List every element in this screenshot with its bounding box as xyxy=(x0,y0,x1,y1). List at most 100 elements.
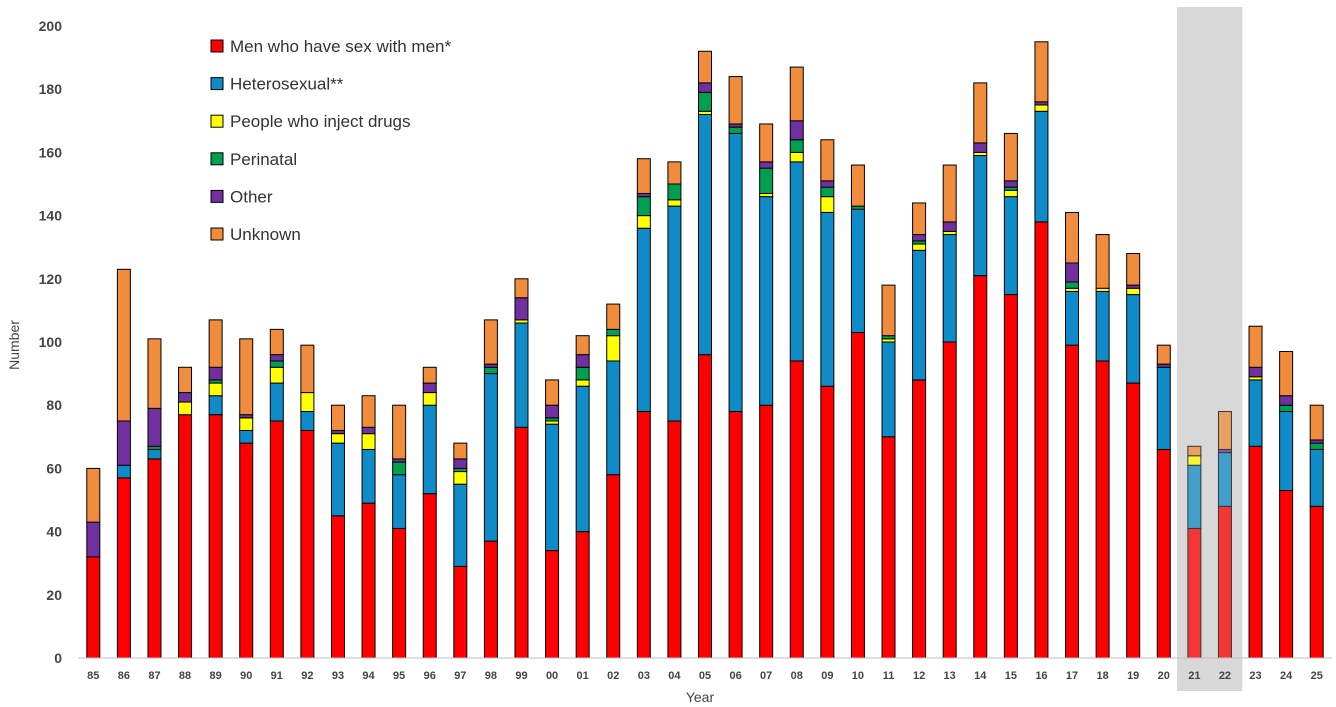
bar-segment xyxy=(667,161,682,185)
x-tick-label: 85 xyxy=(87,670,99,682)
bar-segment xyxy=(1156,344,1171,365)
legend-label: Unknown xyxy=(230,225,301,244)
bar-segment xyxy=(1095,360,1110,659)
bar-segment xyxy=(1034,104,1049,112)
bar-segment xyxy=(422,366,437,384)
bar-segment xyxy=(1248,325,1263,368)
legend-swatch xyxy=(210,189,224,203)
bar-segment xyxy=(269,382,284,422)
bar-segment xyxy=(698,50,712,84)
bar-segment xyxy=(759,404,774,659)
x-tick-label: 05 xyxy=(699,670,711,682)
bar-segment xyxy=(422,404,437,495)
bar-segment xyxy=(483,366,498,375)
x-tick-label: 02 xyxy=(607,670,619,682)
x-tick-label: 98 xyxy=(485,670,497,682)
bar-segment xyxy=(973,155,988,277)
bar-segment xyxy=(208,319,223,368)
bar-segment xyxy=(606,335,621,362)
bar-segment xyxy=(1034,41,1049,103)
bar-segment xyxy=(239,442,254,659)
bar-segment xyxy=(575,379,590,387)
x-tick-label: 25 xyxy=(1311,670,1323,682)
bar-segment xyxy=(912,243,927,251)
bar-segment xyxy=(820,139,835,182)
x-tick-label: 14 xyxy=(974,670,987,682)
bar-segment xyxy=(606,328,621,337)
bar-segment xyxy=(116,268,131,422)
bar-segment xyxy=(1309,448,1324,507)
bar-segment xyxy=(361,426,376,435)
bar-segment xyxy=(514,297,529,321)
legend-label: Perinatal xyxy=(230,150,297,169)
bar-segment xyxy=(1003,294,1018,659)
y-tick-label: 200 xyxy=(39,18,63,34)
bar-segment xyxy=(1156,448,1171,659)
x-tick-label: 24 xyxy=(1280,670,1293,682)
bar-segment xyxy=(728,132,743,413)
bar-segment xyxy=(942,164,957,223)
bar-segment xyxy=(789,66,804,122)
bar-segment xyxy=(483,319,498,365)
legend-swatch xyxy=(210,39,224,53)
bar-segment xyxy=(1279,404,1294,413)
bar-segment xyxy=(1034,221,1049,659)
bar-segment xyxy=(698,354,712,659)
bar-segment xyxy=(483,540,498,659)
x-tick-label: 99 xyxy=(515,670,527,682)
bar-segment xyxy=(361,502,376,659)
legend-label: Men who have sex with men* xyxy=(230,37,451,56)
bar-segment xyxy=(1279,350,1294,397)
y-tick-label: 0 xyxy=(54,650,62,666)
x-tick-label: 97 xyxy=(454,670,466,682)
bar-segment xyxy=(881,284,896,337)
bar-segment xyxy=(881,436,896,659)
bar-segment xyxy=(881,341,896,438)
bar-segment xyxy=(728,411,743,659)
bar-segment xyxy=(361,448,376,504)
bar-segment xyxy=(973,275,988,659)
bar-segment xyxy=(1095,234,1110,289)
bar-segment xyxy=(1065,290,1080,346)
x-tick-label: 15 xyxy=(1005,670,1017,682)
x-tick-label: 96 xyxy=(424,670,436,682)
bar-segment xyxy=(269,328,284,356)
bar-segment xyxy=(545,379,560,406)
legend-swatch xyxy=(210,77,224,91)
y-tick-label: 120 xyxy=(39,271,63,287)
legend-label: Heterosexual** xyxy=(230,75,344,94)
bar-segment xyxy=(1217,411,1232,450)
bar-segment xyxy=(1248,379,1263,447)
bar-segment xyxy=(698,82,712,93)
bars xyxy=(86,7,1324,691)
bar-segment xyxy=(1309,505,1324,659)
bar-segment xyxy=(1126,382,1141,659)
x-tick-label: 86 xyxy=(118,670,130,682)
x-tick-label: 03 xyxy=(638,670,650,682)
bar-segment xyxy=(300,429,315,659)
x-tick-label: 94 xyxy=(362,670,375,682)
x-tick-label: 04 xyxy=(668,670,681,682)
y-axis: 0 20 40 60 80 100 120 140 160 180 200 xyxy=(39,18,63,666)
bar-segment xyxy=(422,493,437,659)
bar-segment xyxy=(208,395,223,416)
bar-segment xyxy=(1003,132,1018,182)
bar-segment xyxy=(147,448,162,460)
bar-segment xyxy=(116,477,131,659)
bar-segment xyxy=(850,332,865,659)
x-tick-label: 17 xyxy=(1066,670,1078,682)
bar-segment xyxy=(239,338,254,416)
y-tick-label: 160 xyxy=(39,144,63,160)
bar-segment xyxy=(545,423,560,552)
x-tick-label: 23 xyxy=(1249,670,1261,682)
bar-segment xyxy=(1279,411,1294,492)
bar-segment xyxy=(912,234,927,242)
bar-segment xyxy=(86,556,101,659)
bar-segment xyxy=(1126,287,1141,296)
bar-segment xyxy=(789,139,804,153)
bar-segment xyxy=(789,120,804,141)
bar-segment xyxy=(942,341,957,659)
bar-segment xyxy=(330,433,345,444)
bar-segment xyxy=(1065,281,1080,289)
bar-segment xyxy=(820,211,835,387)
